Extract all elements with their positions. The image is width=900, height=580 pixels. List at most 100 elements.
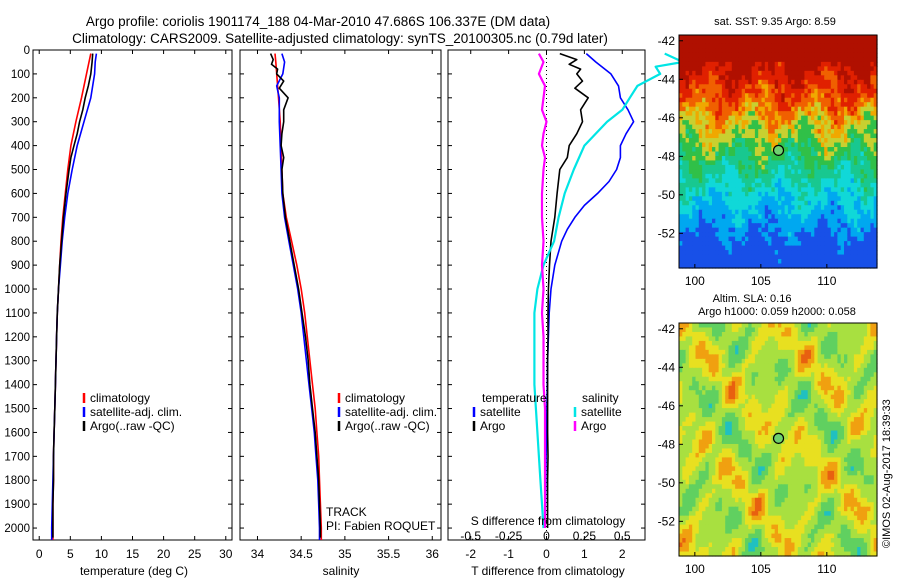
sst-map-cell <box>731 97 736 103</box>
sst-map-cell <box>705 84 710 90</box>
sst-map-cell <box>745 57 749 63</box>
sst-map-cell <box>761 35 766 41</box>
sst-map-cell <box>735 200 739 206</box>
sst-map-cell <box>787 259 792 265</box>
sla-map-cell <box>728 394 733 400</box>
sst-map-cell <box>738 129 743 135</box>
sst-map-cell <box>791 232 796 238</box>
sla-map-cell <box>745 340 749 346</box>
sla-map-cell <box>774 394 779 400</box>
sst-map-cell <box>827 187 832 193</box>
sla-map-cell <box>847 331 852 338</box>
sst-map-cell <box>834 43 838 50</box>
sst-map-cell <box>725 124 730 130</box>
temperature-legend-label: satellite-adj. clim. <box>90 405 182 419</box>
sst-map-cell <box>754 236 759 242</box>
sst-map-cell <box>817 151 822 157</box>
sst-map-cell <box>735 66 739 72</box>
sst-map-cell <box>857 147 862 153</box>
sst-map-cell <box>679 182 683 188</box>
sst-map-cell <box>824 124 829 130</box>
sst-map-cell <box>748 263 753 269</box>
sla-map-cell <box>840 363 845 369</box>
sla-map-cell <box>794 408 799 414</box>
sla-map-cell <box>764 336 769 342</box>
sla-map-cell <box>870 336 875 342</box>
sst-map-cell <box>692 218 697 224</box>
sst-map-cell <box>702 88 706 94</box>
sla-map-cell <box>791 331 796 338</box>
sla-map-cell <box>728 363 733 369</box>
sst-map-cell <box>702 93 706 99</box>
sla-map-cell <box>853 367 858 373</box>
sst-map-cell <box>807 178 812 184</box>
sla-map-cell <box>857 390 862 396</box>
sst-map-cell <box>781 52 786 58</box>
sst-map-cell <box>820 227 825 233</box>
sla-map-cell <box>725 327 730 333</box>
sla-map-cell <box>688 385 693 391</box>
sst-map-cell <box>847 182 852 188</box>
sst-map-cell <box>774 173 779 179</box>
sla-map-cell <box>685 372 690 378</box>
sst-map-cell <box>761 43 766 50</box>
sst-map-cell <box>679 39 683 45</box>
sst-map-cell <box>863 52 868 58</box>
sst-map-cell <box>725 39 730 45</box>
sst-map-cell <box>745 133 749 139</box>
sst-map-cell <box>801 241 805 247</box>
sst-map-cell <box>685 66 690 72</box>
sst-map-cell <box>814 187 819 193</box>
sst-map-cell <box>731 178 736 184</box>
sla-map-cell <box>853 426 858 432</box>
sst-map-cell <box>692 39 697 45</box>
sla-map-cell <box>824 403 829 409</box>
sla-map-cell <box>761 327 766 333</box>
sst-map-cell <box>698 88 703 94</box>
sst-map-cell <box>741 263 746 269</box>
sla-map-cell <box>863 394 868 400</box>
sst-map-cell <box>863 245 868 251</box>
sst-map-cell <box>745 48 749 54</box>
sla-map-cell <box>860 430 865 436</box>
sst-map-cell <box>768 129 772 135</box>
sst-map-cell <box>728 236 733 242</box>
sst-map-cell <box>712 142 716 148</box>
sst-map-cell <box>754 254 759 260</box>
sst-map-cell <box>774 178 779 184</box>
sst-map-cell <box>778 52 782 58</box>
sst-map-cell <box>860 169 865 175</box>
sla-map-cell <box>731 358 736 364</box>
sla-map-cell <box>820 381 825 387</box>
sst-map-cell <box>860 124 865 130</box>
sst-map-cell <box>682 39 687 45</box>
sst-map-cell <box>820 129 825 135</box>
sst-map-cell <box>824 196 829 202</box>
sst-map-cell <box>860 57 865 63</box>
sla-map-cell <box>791 323 796 329</box>
sst-map-cell <box>738 66 743 72</box>
sst-map-cell <box>768 147 772 153</box>
sst-map-cell <box>774 160 779 166</box>
sst-map-cell <box>873 93 878 99</box>
sst-map-cell <box>801 182 805 188</box>
sla-map-cell <box>834 376 838 382</box>
sla-map-cell <box>834 367 838 373</box>
sst-map-cell <box>715 133 720 139</box>
sst-map-cell <box>870 61 875 67</box>
sst-map-cell <box>758 147 763 153</box>
sla-map-cell <box>867 358 871 364</box>
sst-map-cell <box>748 218 753 224</box>
sst-map-cell <box>682 84 687 90</box>
sst-map-cell <box>844 120 848 126</box>
sla-map-cell <box>702 358 706 364</box>
sst-map-cell <box>791 115 796 121</box>
sst-map-cell <box>688 75 693 81</box>
sst-map-cell <box>850 191 855 197</box>
sst-map-cell <box>702 120 706 126</box>
sst-map-cell <box>741 97 746 103</box>
sst-map-cell <box>784 223 789 229</box>
difference-x-tick-label: -2 <box>465 547 476 561</box>
sst-map-cell <box>682 160 687 166</box>
sla-map-cell <box>751 439 756 445</box>
